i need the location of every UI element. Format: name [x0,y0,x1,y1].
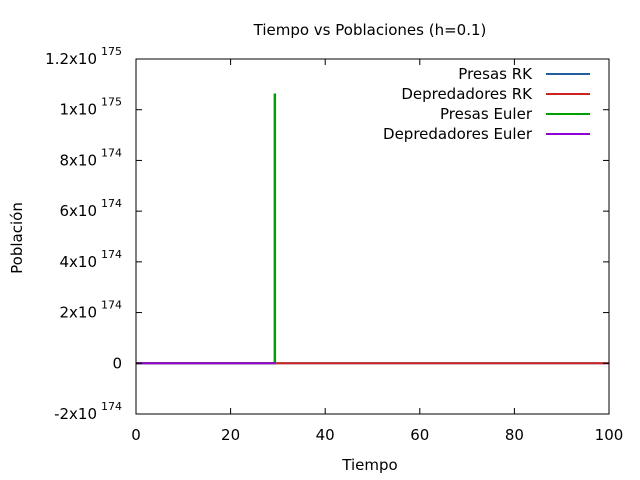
y-tick-label: 6x10 174 [59,197,122,220]
y-tick-label: 8x10 174 [59,146,122,169]
x-tick-label: 20 [221,426,240,444]
x-tick-label: 60 [410,426,429,444]
y-axis-label: Población [8,202,26,274]
y-tick-label-base: 0 [112,354,122,372]
legend-label: Depredadores Euler [383,125,533,143]
legend-label: Presas Euler [440,105,533,123]
y-tick-label: 1.2x10 175 [45,45,122,68]
y-tick-label-base: -2x10 [54,405,97,423]
y-tick-label-exponent: 175 [101,96,122,109]
y-tick-label-base: 1x10 [59,101,97,119]
legend-label: Depredadores RK [401,85,533,103]
x-tick-label: 0 [131,426,141,444]
y-tick-label-exponent: 174 [101,299,122,312]
plot-frame [135,58,610,415]
y-tick-label-exponent: 174 [101,197,122,210]
y-tick-label-base: 4x10 [59,253,97,271]
y-tick-label: 0 [112,354,122,372]
y-tick-label-base: 6x10 [59,202,97,220]
y-tick-label-exponent: 174 [101,400,122,413]
x-tick-label: 40 [316,426,335,444]
x-tick-label: 100 [595,426,624,444]
y-tick-label: 1x10 175 [59,96,122,119]
y-tick-label: 4x10 174 [59,248,122,271]
y-tick-label-base: 2x10 [59,304,97,322]
y-tick-label: -2x10 174 [54,400,122,423]
plot-series-group [136,93,609,365]
chart-title: Tiempo vs Poblaciones (h=0.1) [253,21,487,39]
y-tick-label-base: 1.2x10 [45,50,97,68]
y-tick-label: 2x10 174 [59,299,122,322]
axis-ticks: 0 20 40 60 80 100 -2x10 174 0 2x10 174 4x10 174 6x10 1… [45,45,623,444]
x-tick-label: 80 [505,426,524,444]
y-tick-label-base: 8x10 [59,151,97,169]
y-tick-label-exponent: 174 [101,248,122,261]
x-axis-label: Tiempo [341,456,397,474]
legend-label: Presas RK [458,65,533,83]
legend: Presas RK Depredadores RK Presas Euler Depr… [383,65,590,143]
y-tick-label-exponent: 175 [101,45,122,58]
series-line-presas-euler [136,93,277,365]
y-tick-label-exponent: 174 [101,146,122,159]
